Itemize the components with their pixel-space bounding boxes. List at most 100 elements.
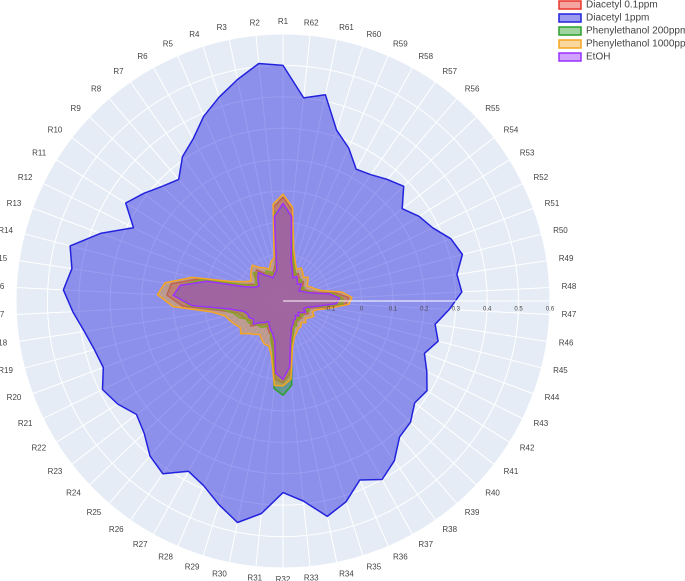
angular-tick-label: R9 bbox=[71, 104, 82, 113]
angular-tick-label: R21 bbox=[18, 419, 33, 428]
angular-grid-line bbox=[255, 300, 284, 567]
angular-grid-line bbox=[71, 137, 284, 302]
angular-tick-label: R14 bbox=[0, 226, 13, 235]
angular-grid-line bbox=[282, 35, 311, 302]
series-area bbox=[62, 62, 464, 524]
angular-tick-label: R48 bbox=[562, 282, 577, 291]
angular-tick-label: R41 bbox=[504, 467, 519, 476]
series-area bbox=[175, 206, 344, 396]
angular-grid-line bbox=[282, 67, 414, 302]
angular-tick-label: R45 bbox=[553, 366, 568, 375]
angular-tick-label: R36 bbox=[393, 552, 408, 561]
angular-tick-label: R31 bbox=[247, 574, 262, 581]
angular-tick-label: R6 bbox=[137, 52, 148, 61]
angular-tick-label: R28 bbox=[158, 552, 173, 561]
angular-grid-line bbox=[16, 300, 284, 316]
angular-tick-label: R53 bbox=[520, 149, 535, 158]
angular-tick-label: R27 bbox=[133, 540, 148, 549]
angular-tick-label: R43 bbox=[533, 419, 548, 428]
angular-tick-label: R46 bbox=[559, 338, 574, 347]
angular-tick-label: R37 bbox=[418, 540, 433, 549]
angular-tick-label: R39 bbox=[465, 508, 480, 517]
legend-swatch bbox=[558, 26, 582, 36]
legend-swatch bbox=[558, 52, 582, 62]
angular-tick-label: R60 bbox=[367, 30, 382, 39]
angular-tick-label: R35 bbox=[367, 562, 382, 571]
angular-tick-label: R55 bbox=[485, 104, 500, 113]
angular-grid-line bbox=[282, 137, 495, 302]
angular-grid-line bbox=[282, 116, 477, 302]
legend-label: Diacetyl 0.1ppm bbox=[586, 0, 658, 11]
angular-grid-line bbox=[228, 300, 284, 563]
angular-grid-line bbox=[202, 300, 284, 556]
angular-tick-label: R23 bbox=[48, 467, 63, 476]
angular-tick-label: R58 bbox=[418, 52, 433, 61]
angular-tick-label: R38 bbox=[442, 525, 457, 534]
angular-tick-label: R49 bbox=[559, 254, 574, 263]
angular-tick-label: R15 bbox=[0, 254, 8, 263]
angular-grid-line bbox=[56, 300, 284, 443]
angular-tick-label: R22 bbox=[32, 444, 47, 453]
angular-grid-line bbox=[282, 300, 458, 504]
angular-grid-line bbox=[282, 98, 458, 302]
angular-grid-line bbox=[282, 300, 523, 420]
angular-grid-line bbox=[177, 55, 284, 302]
legend-swatch bbox=[558, 13, 582, 23]
angular-grid-line bbox=[56, 159, 284, 302]
angular-grid-line bbox=[282, 300, 510, 443]
angular-grid-line bbox=[282, 300, 534, 395]
angular-tick-label: R56 bbox=[465, 84, 480, 93]
radial-tick-label: 0.4 bbox=[483, 307, 492, 313]
legend-swatch bbox=[558, 0, 582, 10]
angular-grid-line bbox=[152, 67, 284, 302]
angular-grid-line bbox=[282, 300, 389, 547]
legend-label: Phenylethanol 200ppm bbox=[586, 26, 685, 37]
angular-tick-label: R40 bbox=[485, 488, 500, 497]
angular-tick-label: R5 bbox=[163, 40, 174, 49]
radial-tick-label: 0.1 bbox=[389, 307, 398, 313]
angular-tick-label: R2 bbox=[250, 19, 261, 28]
angular-tick-label: R16 bbox=[0, 282, 5, 291]
angular-grid-line bbox=[177, 300, 284, 547]
angular-tick-label: R10 bbox=[48, 125, 63, 134]
legend-label: EtOH bbox=[586, 52, 610, 63]
angular-tick-label: R34 bbox=[339, 569, 354, 578]
angular-grid-line bbox=[282, 55, 389, 302]
angular-tick-label: R52 bbox=[533, 173, 548, 182]
legend: Diacetyl 0.1ppm Diacetyl 1ppm Phenylethano… bbox=[558, 0, 685, 63]
angular-tick-label: R7 bbox=[113, 67, 124, 76]
legend-label: Diacetyl 1ppm bbox=[586, 13, 649, 24]
angular-grid-line bbox=[282, 300, 414, 535]
angular-grid-line bbox=[282, 159, 510, 302]
angular-grid-line bbox=[130, 81, 284, 302]
angular-tick-label: R1 bbox=[278, 17, 289, 26]
legend-label: Phenylethanol 1000ppm bbox=[586, 39, 685, 50]
angular-tick-label: R24 bbox=[66, 488, 81, 497]
angular-tick-label: R26 bbox=[109, 525, 124, 534]
radial-tick-label: 0.3 bbox=[452, 307, 461, 313]
angular-grid-line bbox=[43, 300, 284, 420]
angular-tick-label: R19 bbox=[0, 366, 13, 375]
angular-tick-label: R8 bbox=[91, 84, 102, 93]
angular-tick-label: R3 bbox=[217, 23, 228, 32]
angular-grid-line bbox=[282, 207, 534, 302]
angular-tick-label: R57 bbox=[442, 67, 457, 76]
legend-swatch bbox=[558, 39, 582, 49]
angular-tick-label: R54 bbox=[504, 125, 519, 134]
angular-grid-line bbox=[130, 300, 284, 521]
angular-tick-label: R29 bbox=[185, 562, 200, 571]
angular-grid-line bbox=[24, 300, 284, 369]
angular-grid-line bbox=[282, 46, 364, 302]
angular-grid-line bbox=[89, 300, 284, 486]
angular-tick-label: R42 bbox=[520, 444, 535, 453]
angular-grid-line bbox=[282, 300, 436, 521]
angular-tick-label: R59 bbox=[393, 40, 408, 49]
angular-tick-label: R11 bbox=[32, 149, 47, 158]
angular-grid-line bbox=[19, 300, 284, 342]
series-area bbox=[172, 202, 341, 381]
angular-grid-line bbox=[282, 300, 311, 567]
angular-grid-line bbox=[282, 233, 542, 302]
angular-grid-line bbox=[282, 81, 436, 302]
angular-tick-label: R62 bbox=[304, 19, 319, 28]
angular-grid-line bbox=[108, 98, 284, 302]
